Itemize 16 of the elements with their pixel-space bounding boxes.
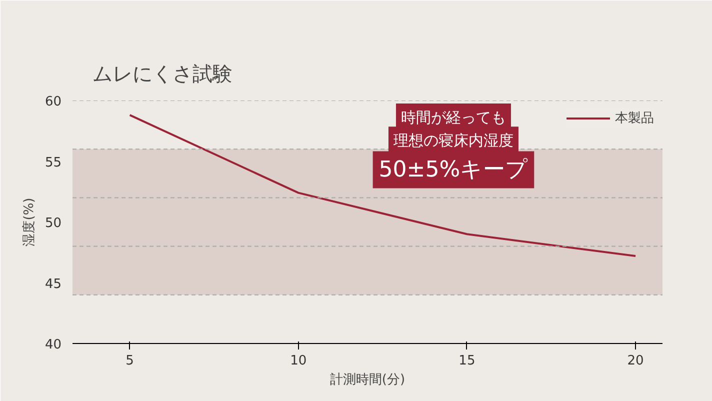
annotation: 時間が経っても [400, 108, 506, 127]
x-tick-label: 10 [290, 354, 307, 368]
y-axis-title: 湿度(%) [20, 198, 37, 246]
annotation: 50±5%キープ [378, 157, 528, 182]
chart-title: ムレにくさ試験 [92, 62, 232, 86]
y-tick-label: 45 [44, 276, 62, 292]
y-tick-label: 50 [44, 216, 62, 231]
legend-label: 本製品 [615, 110, 654, 127]
x-tick-label: 15 [458, 354, 476, 368]
y-tick-label: 40 [44, 338, 62, 352]
annotation: 理想の寝床内湿度 [393, 132, 514, 150]
x-tick-label: 20 [627, 354, 644, 368]
y-tick-label: 60 [44, 94, 62, 110]
y-tick-label: 55 [44, 155, 62, 170]
x-tick-label: 5 [126, 354, 134, 368]
x-axis-title: 計測時間(分) [330, 372, 406, 388]
